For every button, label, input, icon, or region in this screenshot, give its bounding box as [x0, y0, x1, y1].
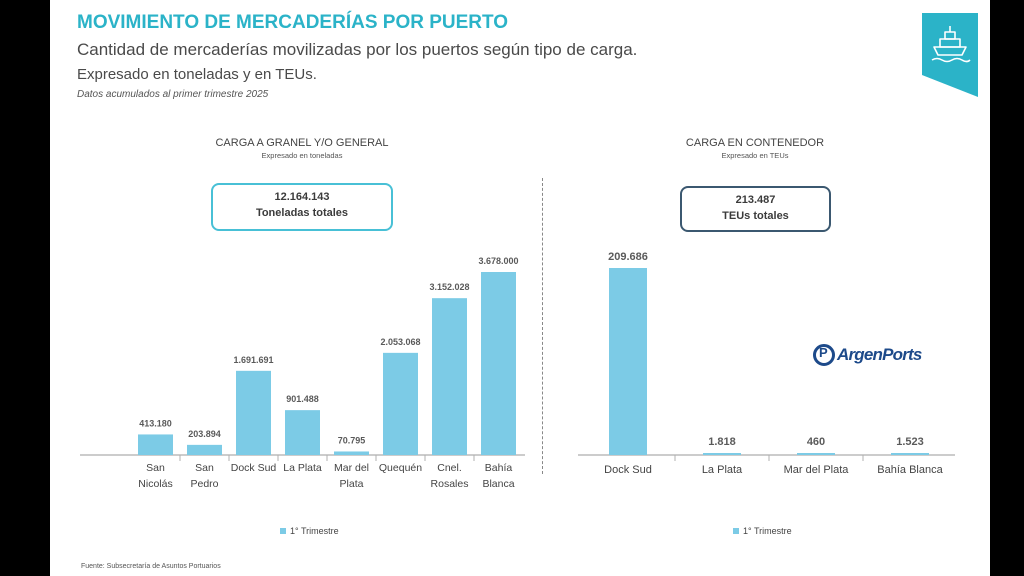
data-label: 413.180: [139, 418, 172, 428]
left-legend: 1° Trimestre: [280, 526, 339, 536]
legend-swatch: [280, 528, 286, 534]
left-total-label: Toneladas totales: [255, 207, 349, 219]
data-label: 209.686: [608, 251, 648, 263]
slide: MOVIMIENTO DE MERCADERÍAS POR PUERTO Can…: [50, 0, 990, 576]
tick-label: Nicolás: [138, 478, 172, 490]
tick-label: Dock Sud: [604, 464, 652, 476]
panel-divider: [542, 178, 543, 474]
data-label: 901.488: [286, 394, 319, 404]
data-label: 460: [807, 436, 825, 448]
bar: [383, 352, 418, 455]
bar: [703, 453, 741, 455]
tick-label: Rosales: [431, 478, 469, 490]
data-label: 1.691.691: [233, 355, 273, 365]
left-panel-title: CARGA A GRANEL Y/O GENERAL: [215, 137, 389, 149]
data-label: 1.818: [708, 436, 736, 448]
bar: [432, 298, 467, 455]
tick-label: San: [195, 462, 214, 474]
right-panel-title: CARGA EN CONTENEDOR: [685, 137, 825, 149]
left-total-box: 12.164.143 Toneladas totales: [211, 183, 393, 231]
bar: [138, 434, 173, 455]
right-total-box: 213.487 TEUs totales: [680, 186, 831, 232]
logo-text: ArgenPorts: [837, 345, 922, 364]
tick-label: La Plata: [702, 464, 743, 476]
bar: [334, 451, 369, 455]
right-panel-subtitle: Expresado en TEUs: [721, 151, 789, 160]
units-line: Expresado en toneladas y en TEUs.: [77, 66, 317, 83]
legend-swatch: [733, 528, 739, 534]
tick-label: San: [146, 462, 165, 474]
data-label: 1.523: [896, 436, 924, 448]
right-total-label: TEUs totales: [722, 210, 789, 222]
right-bar-chart: 209.686 Dock Sud 1.818 La Plata 460 Mar del P…: [578, 251, 955, 476]
left-legend-label: 1° Trimestre: [290, 526, 339, 536]
bar: [609, 268, 647, 455]
right-legend: 1° Trimestre: [733, 526, 792, 536]
tick-label: Cnel.: [437, 462, 462, 474]
date-note: Datos acumulados al primer trimestre 202…: [77, 89, 269, 100]
bar: [285, 410, 320, 455]
data-label: 203.894: [188, 429, 221, 439]
tick-label: Dock Sud: [231, 462, 277, 474]
bar: [187, 444, 222, 455]
right-legend-label: 1° Trimestre: [743, 526, 792, 536]
tick-label: Pedro: [190, 478, 218, 490]
tick-label: Mar del Plata: [784, 464, 850, 476]
logo-mark-icon: [813, 344, 835, 366]
data-label: 3.152.028: [429, 282, 469, 292]
bar: [481, 272, 516, 455]
data-label: 70.795: [338, 435, 366, 445]
tick-label: Bahía: [485, 462, 513, 474]
bar: [236, 370, 271, 455]
bar: [797, 453, 835, 455]
left-bar-chart: 413.180 San Nicolás 203.894 San Pedro 1.691.69…: [80, 256, 525, 490]
data-label: 2.053.068: [380, 337, 420, 347]
source-note: Fuente: Subsecretaría de Asuntos Portuar…: [81, 563, 221, 570]
tick-label: Mar del: [334, 462, 369, 474]
argenports-logo: ArgenPorts: [813, 344, 922, 366]
page-subtitle: Cantidad de mercaderías movilizadas por …: [77, 40, 638, 59]
tick-label: La Plata: [283, 462, 322, 474]
tick-label: Plata: [340, 478, 364, 490]
page-title: MOVIMIENTO DE MERCADERÍAS POR PUERTO: [77, 12, 509, 33]
tick-label: Blanca: [482, 478, 514, 490]
ship-icon: [922, 13, 978, 97]
tick-label: Bahía Blanca: [877, 464, 943, 476]
left-panel-subtitle: Expresado en toneladas: [261, 151, 343, 160]
left-total-value: 12.164.143: [274, 191, 330, 203]
data-label: 3.678.000: [478, 256, 518, 266]
bar: [891, 453, 929, 455]
tick-label: Quequén: [379, 462, 422, 474]
right-total-value: 213.487: [735, 194, 776, 206]
